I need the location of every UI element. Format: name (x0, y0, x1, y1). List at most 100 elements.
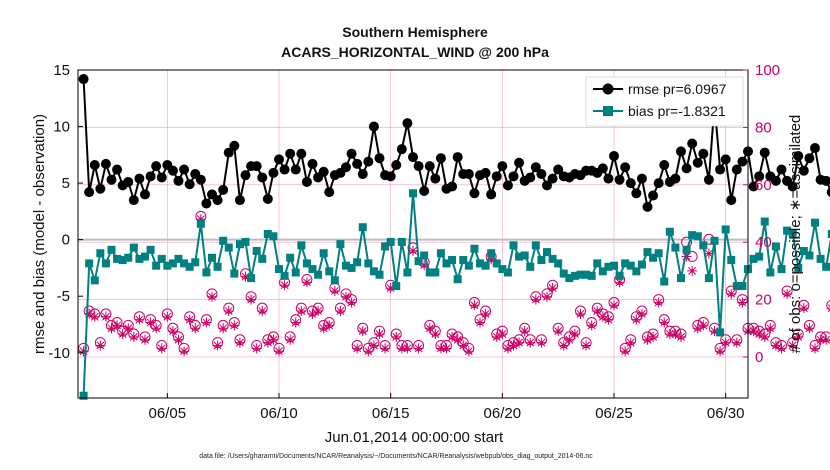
bias-point (330, 276, 339, 285)
assimilated-obs-marker (106, 323, 117, 334)
possible-obs-marker (826, 300, 830, 311)
assimilated-obs-marker (207, 291, 217, 302)
rmse-point (759, 147, 770, 158)
assimilated-obs-marker (352, 343, 363, 354)
assimilated-obs-marker (642, 334, 653, 345)
bias-point (163, 261, 172, 270)
bias-point (487, 249, 496, 258)
assimilated-obs-marker (167, 326, 178, 337)
rmse-point (179, 164, 190, 175)
bias-point (79, 391, 88, 400)
y-axis-left-label: rmse and bias (model - observation) (31, 114, 48, 354)
y-tick-label-right: 60 (755, 177, 772, 194)
obs-count-markers (78, 210, 830, 357)
rmse-point (234, 195, 245, 206)
rmse-point (620, 162, 631, 173)
assimilated-obs-marker (748, 326, 759, 337)
y-tick-label-left: 15 (53, 62, 70, 79)
bias-point (358, 223, 367, 232)
rmse-point (346, 148, 357, 159)
rmse-point (826, 187, 830, 197)
rmse-point (218, 184, 229, 195)
rmse-point (290, 164, 301, 175)
bias-point (677, 274, 685, 283)
bias-point (637, 260, 646, 269)
bias-point (554, 259, 563, 268)
rmse-point (435, 153, 446, 164)
rmse-point (804, 153, 815, 164)
rmse-point (502, 180, 513, 191)
assimilated-obs-marker (274, 346, 284, 357)
assimilated-obs-marker (804, 323, 815, 334)
bias-point (727, 256, 736, 265)
rmse-point (463, 169, 474, 180)
assimilated-obs-marker (542, 291, 552, 302)
bias-point (777, 265, 786, 274)
bias-point (414, 257, 423, 266)
assimilated-obs-marker (620, 346, 631, 357)
y-tick-label-left: -10 (48, 345, 70, 362)
rmse-point (296, 148, 307, 159)
bias-point (688, 231, 697, 240)
bias-point (526, 262, 535, 271)
assimilated-obs-marker (458, 340, 469, 351)
assimilated-obs-marker (497, 329, 508, 340)
bias-point (436, 249, 445, 258)
rmse-point (368, 121, 379, 132)
rmse-point (793, 150, 804, 161)
assimilated-obs-marker (486, 254, 497, 265)
assimilated-obs-marker (636, 308, 647, 319)
rmse-point (715, 164, 726, 175)
legend-bias-label: bias pr=-1.8321 (628, 103, 726, 119)
bias-point (291, 268, 300, 277)
x-tick-label: 06/05 (149, 405, 187, 422)
rmse-point (770, 175, 781, 186)
assimilated-obs-marker (84, 308, 95, 319)
bias-point (788, 228, 797, 237)
assimilated-obs-marker (687, 265, 698, 276)
x-tick-label: 06/20 (484, 405, 522, 422)
rmse-point (268, 167, 279, 178)
bias-point (665, 227, 674, 236)
rmse-point (262, 193, 273, 204)
assimilated-obs-marker (782, 288, 793, 299)
assimilated-obs-marker (229, 320, 240, 331)
bias-point (369, 267, 378, 276)
rmse-point (692, 157, 703, 168)
rmse-point (89, 160, 100, 171)
bias-point (146, 245, 155, 254)
rmse-point (396, 144, 407, 155)
legend-bias-marker (603, 106, 613, 116)
x-tick-label: 06/30 (707, 405, 745, 422)
rmse-point (748, 181, 759, 192)
rmse-point (363, 156, 374, 167)
assimilated-obs-marker (134, 314, 145, 325)
bias-point (710, 236, 719, 245)
rmse-point (341, 162, 351, 173)
rmse-point (609, 150, 619, 161)
assimilated-obs-marker (681, 251, 692, 262)
x-tick-label: 06/25 (595, 405, 633, 422)
bias-point (738, 282, 747, 291)
assimilated-obs-marker (614, 277, 625, 288)
bias-point (649, 253, 658, 262)
assimilated-obs-marker (223, 306, 234, 317)
rmse-point (542, 180, 552, 191)
assimilated-obs-marker (664, 329, 675, 340)
x-tick-label: 06/15 (372, 405, 410, 422)
assimilated-obs-marker (547, 283, 558, 294)
assimilated-obs-marker (553, 326, 564, 337)
bias-point (425, 268, 434, 277)
assimilated-obs-marker (776, 343, 787, 354)
bias-point (347, 263, 356, 272)
rmse-point (285, 148, 296, 159)
bias-point (503, 268, 512, 277)
bias-point (180, 259, 189, 268)
assimilated-obs-marker (770, 340, 781, 351)
bias-point (420, 251, 429, 260)
bias-point (515, 252, 524, 261)
bias-point (241, 237, 250, 246)
bias-point (604, 262, 613, 271)
assimilated-obs-marker (536, 337, 547, 348)
assimilated-obs-marker (117, 329, 128, 340)
